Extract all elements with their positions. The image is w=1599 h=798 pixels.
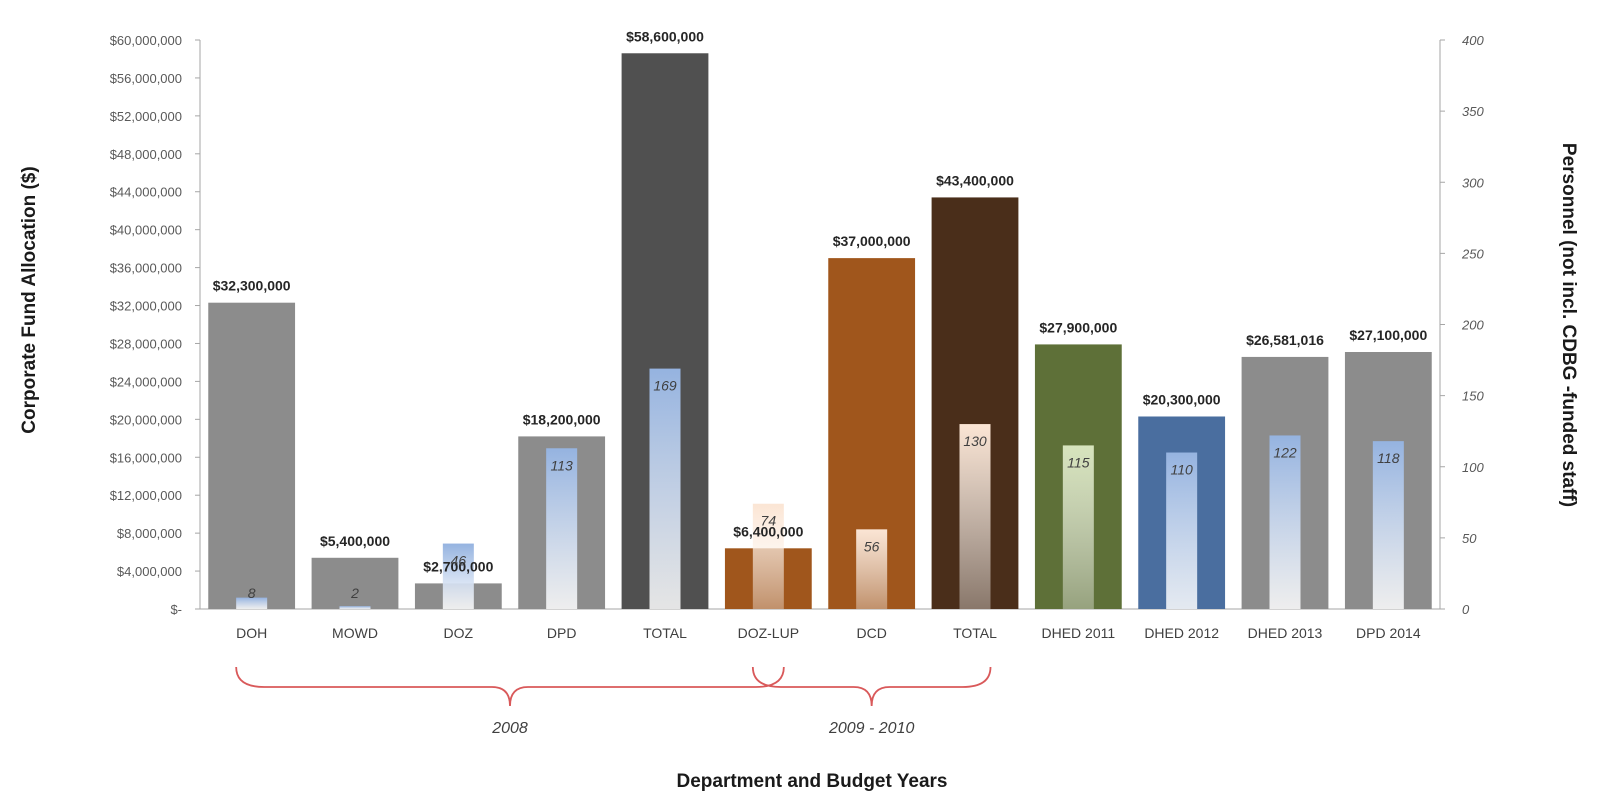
category-label: DHED 2012 bbox=[1144, 625, 1219, 641]
y2-axis-title: Personnel (not incl. CDBG -funded staff) bbox=[1558, 143, 1579, 507]
y-tick-label: $56,000,000 bbox=[110, 71, 182, 86]
category-label: DPD bbox=[547, 625, 577, 641]
personnel-bar bbox=[752, 503, 784, 609]
personnel-bar bbox=[442, 543, 474, 609]
y-tick-label: $8,000,000 bbox=[117, 526, 182, 541]
personnel-value-label: 46 bbox=[451, 553, 467, 569]
category-label: TOTAL bbox=[643, 625, 687, 641]
x-axis-title: Department and Budget Years bbox=[676, 771, 947, 792]
funding-value-label: $18,200,000 bbox=[523, 411, 601, 427]
personnel-bar bbox=[546, 448, 578, 609]
y-tick-label: $- bbox=[170, 602, 182, 617]
personnel-bar bbox=[236, 597, 268, 609]
y-tick-label: $44,000,000 bbox=[110, 185, 182, 200]
group-year-label: 2009 - 2010 bbox=[828, 720, 915, 737]
y2-tick-label: 350 bbox=[1462, 104, 1484, 119]
category-label: DCD bbox=[856, 625, 886, 641]
y2-tick-label: 100 bbox=[1462, 460, 1484, 475]
funding-value-label: $26,581,016 bbox=[1246, 332, 1324, 348]
funding-value-label: $58,600,000 bbox=[626, 28, 704, 44]
personnel-value-label: 118 bbox=[1377, 450, 1400, 466]
y2-tick-label: 300 bbox=[1462, 175, 1484, 190]
group-brace bbox=[751, 666, 992, 707]
y2-tick-label: 400 bbox=[1462, 33, 1484, 48]
personnel-bar bbox=[1269, 435, 1301, 609]
y-tick-label: $4,000,000 bbox=[117, 564, 182, 579]
personnel-value-label: 169 bbox=[653, 378, 677, 394]
y-tick-label: $40,000,000 bbox=[110, 223, 182, 238]
funding-value-label: $27,900,000 bbox=[1039, 319, 1117, 335]
personnel-value-label: 113 bbox=[551, 457, 574, 473]
category-label: DHED 2011 bbox=[1041, 625, 1115, 641]
y-tick-label: $36,000,000 bbox=[110, 261, 182, 276]
y2-tick-label: 250 bbox=[1461, 246, 1484, 261]
funding-value-label: $43,400,000 bbox=[936, 172, 1014, 188]
y2-tick-label: 0 bbox=[1462, 602, 1470, 617]
personnel-value-label: 8 bbox=[248, 585, 256, 601]
personnel-bar bbox=[1372, 441, 1404, 609]
category-label: DHED 2013 bbox=[1248, 625, 1323, 641]
personnel-bar bbox=[959, 424, 991, 609]
category-label: TOTAL bbox=[953, 625, 997, 641]
personnel-value-label: 2 bbox=[350, 585, 359, 601]
y-tick-label: $52,000,000 bbox=[110, 109, 182, 124]
funding-value-label: $32,300,000 bbox=[213, 278, 291, 294]
personnel-bar bbox=[856, 529, 888, 609]
y2-tick-label: 150 bbox=[1462, 389, 1484, 404]
group-brace bbox=[235, 666, 785, 707]
personnel-value-label: 115 bbox=[1067, 454, 1090, 470]
personnel-bar bbox=[649, 368, 681, 609]
funding-value-label: $20,300,000 bbox=[1143, 391, 1221, 407]
personnel-value-label: 110 bbox=[1171, 462, 1194, 478]
personnel-bar bbox=[1166, 452, 1198, 609]
personnel-value-label: 74 bbox=[761, 513, 777, 529]
funding-bar bbox=[208, 302, 296, 609]
funding-value-label: $27,100,000 bbox=[1349, 327, 1427, 343]
y-tick-label: $28,000,000 bbox=[110, 336, 182, 351]
y-tick-label: $12,000,000 bbox=[110, 488, 182, 503]
funding-bar bbox=[311, 557, 399, 609]
y-tick-label: $48,000,000 bbox=[110, 147, 182, 162]
funding-value-label: $37,000,000 bbox=[833, 233, 911, 249]
category-label: DOH bbox=[236, 625, 267, 641]
personnel-bar bbox=[1062, 445, 1094, 609]
y-axis-title: Corporate Fund Allocation ($) bbox=[19, 166, 40, 433]
funding-value-label: $5,400,000 bbox=[320, 533, 390, 549]
category-label: DPD 2014 bbox=[1356, 625, 1421, 641]
funding-value-label: $2,700,000 bbox=[423, 558, 493, 574]
y2-tick-label: 50 bbox=[1462, 531, 1477, 546]
funding-value-label: $6,400,000 bbox=[733, 523, 803, 539]
group-year-label: 2008 bbox=[491, 720, 528, 737]
y-tick-label: $16,000,000 bbox=[110, 450, 182, 465]
category-label: MOWD bbox=[332, 625, 378, 641]
y-tick-label: $60,000,000 bbox=[110, 33, 182, 48]
personnel-value-label: 130 bbox=[963, 433, 987, 449]
personnel-bar bbox=[339, 606, 371, 609]
personnel-value-label: 56 bbox=[864, 538, 880, 554]
y2-tick-label: 200 bbox=[1461, 318, 1484, 333]
personnel-value-label: 122 bbox=[1273, 444, 1297, 460]
y-tick-label: $20,000,000 bbox=[110, 412, 182, 427]
y-tick-label: $24,000,000 bbox=[110, 374, 182, 389]
y-tick-label: $32,000,000 bbox=[110, 299, 182, 314]
category-label: DOZ-LUP bbox=[738, 625, 799, 641]
category-label: DOZ bbox=[444, 625, 474, 641]
